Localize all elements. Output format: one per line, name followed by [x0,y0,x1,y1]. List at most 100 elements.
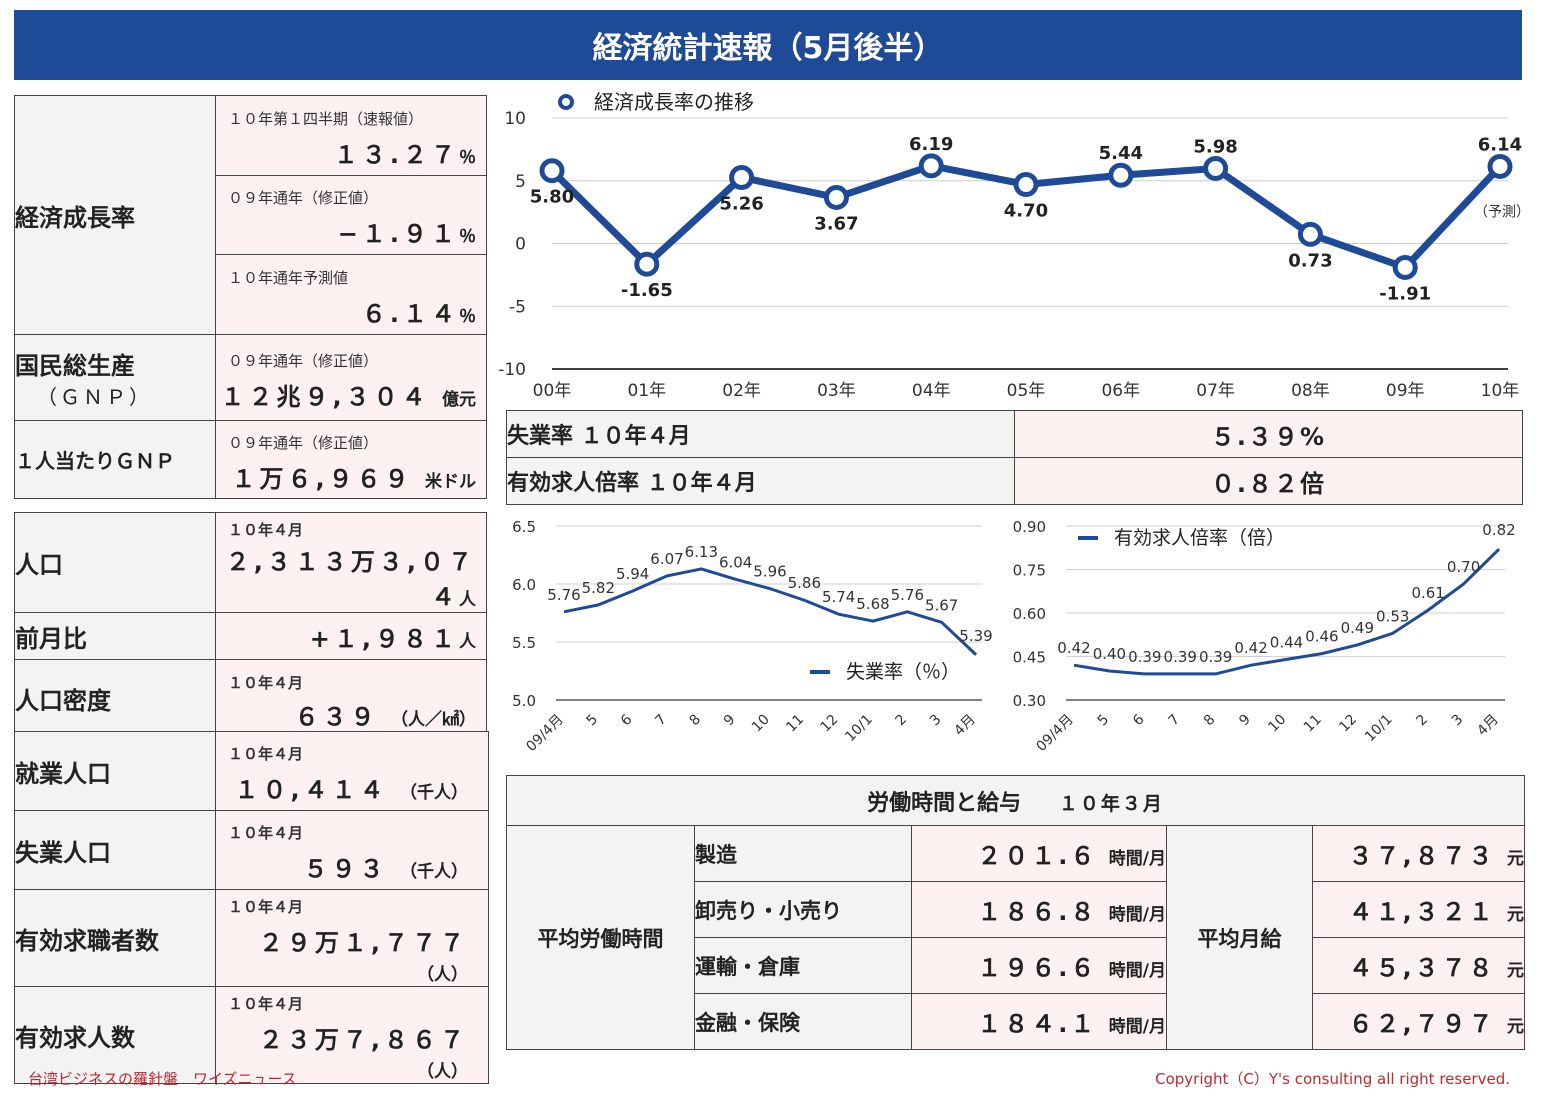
growth-data-point [634,251,660,277]
gnp-per-capita-cell: ０９年通年（修正値） １万６,９６９ 米ドル [215,420,487,499]
hours-cell: １８６.８ 時間/月 [911,881,1167,938]
unemployment-rate-chart: 6.5 6.0 5.5 5.0 09/4月 5 6 7 8 9 10 11 12 10/1 2 3 4月 5.76… [512,518,993,755]
x-tick-label: 9 [721,712,739,730]
y-tick-label: 0 [515,235,526,255]
data-label: 5.76 [547,586,580,604]
x-tick-label: 3 [1449,712,1467,730]
x-tick-label: 10/1 [842,712,876,746]
legend-label: 失業率（％） [846,661,960,683]
y-tick-label: 6.5 [512,518,536,536]
employment-cell: １０年４月 ２９万１,７７７ （人） [215,889,489,987]
density-value: ６３９ [294,702,379,731]
y-tick-label: 10 [504,109,526,129]
hours-unit: 時間/月 [1108,961,1166,981]
sector-name: 製造 [694,825,912,882]
growth-period: ０９年通年（修正値） [228,189,379,207]
x-tick-label: 4月 [1474,712,1502,740]
data-label: 0.39 [1199,648,1232,666]
employment-unit: （千人） [400,862,468,882]
growth-data-label: 3.67 [814,213,858,234]
growth-data-point [1487,153,1513,179]
growth-data-label: 0.73 [1288,250,1332,271]
data-label: 5.82 [582,579,615,597]
growth-value: １３.２７ [333,140,459,169]
x-tick-label: 02年 [722,381,761,401]
y-tick-label: 0.30 [1013,692,1046,710]
legend-marker [558,94,574,110]
y-tick-label: -10 [498,360,526,380]
page-title: 経済統計速報（5月後半） [14,10,1522,80]
hours-value: ２０１.６ [977,842,1098,870]
footer-source: 台湾ビジネスの羅針盤 ワイズニュース [28,1070,297,1088]
gnp-label-cell: 国民総生産 （ＧＮＰ） [14,334,216,421]
employment-label: 就業人口 [14,731,216,811]
x-tick-label: 06年 [1101,381,1140,401]
footer-copyright: Copyright（C）Y's consulting all right res… [1155,1070,1510,1088]
gnp-per-capita-period: ０９年通年（修正値） [228,433,379,452]
salary-value: ４５,３７８ [1348,954,1496,982]
data-label: 0.42 [1057,639,1090,657]
unemployment-rate-value: ５.３９% [1014,410,1523,458]
employment-cell: １０年４月 １０,４１４ （千人） [215,731,489,811]
employment-value: ２９万１,７７７ [258,929,468,957]
x-tick-label: 05年 [1007,381,1046,401]
employment-value: ５９３ [303,855,388,883]
employment-unit: （人） [417,1062,468,1082]
salary-value: ６２,７９７ [1348,1010,1496,1038]
gnp-per-capita-unit: 米ドル [425,471,476,492]
employment-period: １０年４月 [228,824,304,842]
x-tick-label: 12 [1336,712,1360,736]
sector-name: 金融・保険 [694,993,912,1050]
x-tick-label: 03年 [817,381,856,401]
data-label: 0.44 [1270,633,1303,651]
x-tick-label: 6 [618,711,636,729]
density-cell: １０年４月 ６３９ （人／㎢） [215,659,487,738]
growth-data-label: 5.80 [530,187,574,208]
wages-table: 労働時間と給与 １０年３月 平均労働時間 製造 ２０１.６ 時間/月 平均月給 … [505,775,1526,1050]
unemployment-rate-label: 失業率 １０年４月 [506,410,1015,458]
x-tick-label: 12 [818,712,842,736]
growth-row: １０年通年予測値 ６.１４％ [215,254,487,335]
gnp-value-cell: ０９年通年（修正値） １２兆９,３０４ 億元 [215,334,487,421]
x-tick-label: 5 [584,712,602,730]
job-offer-ratio-chart: 0.90 0.75 0.60 0.45 0.30 09/4月 5 6 7 8 9 10 11 12 10/1… [1013,518,1516,755]
population-label: 人口 [14,512,216,613]
wages-title: 労働時間と給与 [867,790,1022,816]
legend-label: 経済成長率の推移 [594,90,754,114]
population-period: １０年４月 [228,521,304,539]
data-label: 0.39 [1128,648,1161,666]
employment-unit: （千人） [400,783,468,803]
x-tick-label: 11 [1301,712,1325,736]
data-label: 6.13 [685,543,718,561]
hours-cell: １９６.６ 時間/月 [911,937,1167,994]
x-tick-label: 8 [687,712,705,730]
employment-value: ２３万７,８６７ [258,1026,468,1054]
x-tick-label: 7 [652,712,670,730]
y-tick-label: 6.0 [512,576,536,594]
salary-cell: ６２,７９７ 元 [1311,993,1526,1050]
hours-cell: ２０１.６ 時間/月 [911,825,1167,882]
gnp-unit: 億元 [442,389,476,410]
salary-cell: ４１,３２１ 元 [1311,881,1526,938]
growth-row: １０年第１四半期（速報値） １３.２７％ [215,95,487,176]
x-tick-label: 10 [1265,712,1289,736]
growth-data-label: 4.70 [1004,201,1048,222]
employment-period: １０年４月 [228,898,304,916]
x-tick-label: 3 [927,712,945,730]
data-label: 0.39 [1164,648,1197,666]
x-tick-label: 2 [1413,712,1431,730]
sector-name: 卸売り・小売り [694,881,912,938]
employment-period: １０年４月 [228,995,304,1013]
series-line [563,567,978,656]
legend-label: 有効求人倍率（倍） [1114,527,1285,549]
wages-period: １０年３月 [1058,792,1164,815]
growth-data-label: 5.26 [719,193,763,214]
growth-data-point [1297,221,1323,247]
gnp-per-capita-value: １万６,９６９ [231,464,413,493]
data-label: 0.42 [1234,639,1267,657]
hours-cell: １８４.１ 時間/月 [911,993,1167,1050]
hours-value: １８６.８ [977,898,1098,926]
x-tick-label: 7 [1165,712,1183,730]
series-line [1073,548,1501,676]
growth-row: ０９年通年（修正値） −１.９１％ [215,175,487,255]
